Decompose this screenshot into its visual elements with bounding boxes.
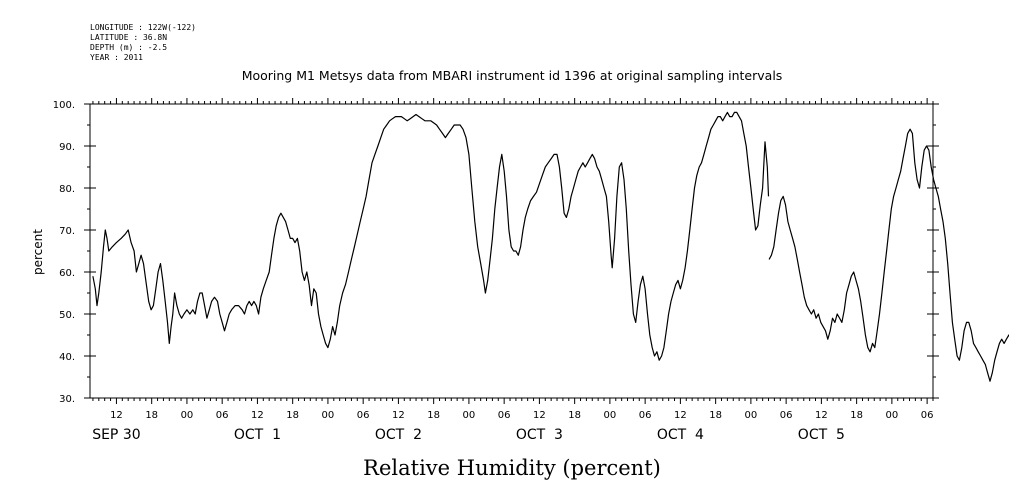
x-hour-label: 12 xyxy=(392,410,405,421)
x-hour-label: 18 xyxy=(286,410,299,421)
x-hour-label: 06 xyxy=(780,410,793,421)
series-relative-humidity xyxy=(92,111,1009,382)
x-hour-label: 00 xyxy=(181,410,194,421)
meta-depth: DEPTH (m) : -2.5 xyxy=(90,43,167,52)
x-hour-label: 18 xyxy=(850,410,863,421)
x-day-label: OCT 2 xyxy=(375,427,422,443)
x-hour-label: 12 xyxy=(251,410,264,421)
x-hour-label: 00 xyxy=(604,410,617,421)
chart-title: Mooring M1 Metsys data from MBARI instru… xyxy=(242,68,783,83)
x-axis: 12 18 00 06 12 18 00 06 12 18 00 06 12 18 00 06 12 18 00 06… xyxy=(92,98,934,443)
x-hour-label: 12 xyxy=(110,410,123,421)
series-line xyxy=(92,111,770,361)
x-hour-label: 00 xyxy=(322,410,335,421)
x-day-label: OCT 5 xyxy=(798,427,845,443)
y-axis: 30. 40. 50. 60. 70. 80. 90. 100. xyxy=(53,100,939,405)
y-tick-label: 30. xyxy=(59,394,75,405)
y-tick-label: 40. xyxy=(59,352,75,363)
meta-latitude: LATITUDE : 36.8N xyxy=(90,33,167,42)
x-hour-label: 06 xyxy=(216,410,229,421)
y-tick-label: 90. xyxy=(59,142,75,153)
y-axis-label: percent xyxy=(31,229,45,275)
x-day-label: OCT 4 xyxy=(657,427,704,443)
x-hour-label: 00 xyxy=(745,410,758,421)
y-tick-label: 80. xyxy=(59,184,75,195)
x-hour-label: 06 xyxy=(357,410,370,421)
x-hour-label: 06 xyxy=(639,410,652,421)
x-hour-label: 00 xyxy=(463,410,476,421)
x-day-label: OCT 3 xyxy=(516,427,563,443)
meta-year: YEAR : 2011 xyxy=(90,53,143,62)
x-hour-label: 18 xyxy=(427,410,440,421)
y-tick-label: 50. xyxy=(59,310,75,321)
series-line xyxy=(768,128,1009,382)
x-hour-label: 12 xyxy=(533,410,546,421)
x-hour-label: 06 xyxy=(498,410,511,421)
x-hour-label: 18 xyxy=(145,410,158,421)
plot-frame xyxy=(89,103,934,399)
x-hour-label: 12 xyxy=(674,410,687,421)
y-tick-label: 70. xyxy=(59,226,75,237)
x-hour-label: 06 xyxy=(921,410,934,421)
y-tick-label: 100. xyxy=(53,100,75,111)
x-day-label: SEP 30 xyxy=(92,427,140,443)
x-hour-label: 18 xyxy=(568,410,581,421)
x-hour-label: 12 xyxy=(815,410,828,421)
metadata-block: LONGITUDE : 122W(-122) LATITUDE : 36.8N … xyxy=(90,23,196,62)
x-hour-label: 18 xyxy=(709,410,722,421)
meta-longitude: LONGITUDE : 122W(-122) xyxy=(90,23,196,32)
y-tick-label: 60. xyxy=(59,268,75,279)
x-day-label: OCT 1 xyxy=(234,427,281,443)
x-hour-label: 00 xyxy=(886,410,899,421)
x-axis-title: Relative Humidity (percent) xyxy=(363,456,661,480)
